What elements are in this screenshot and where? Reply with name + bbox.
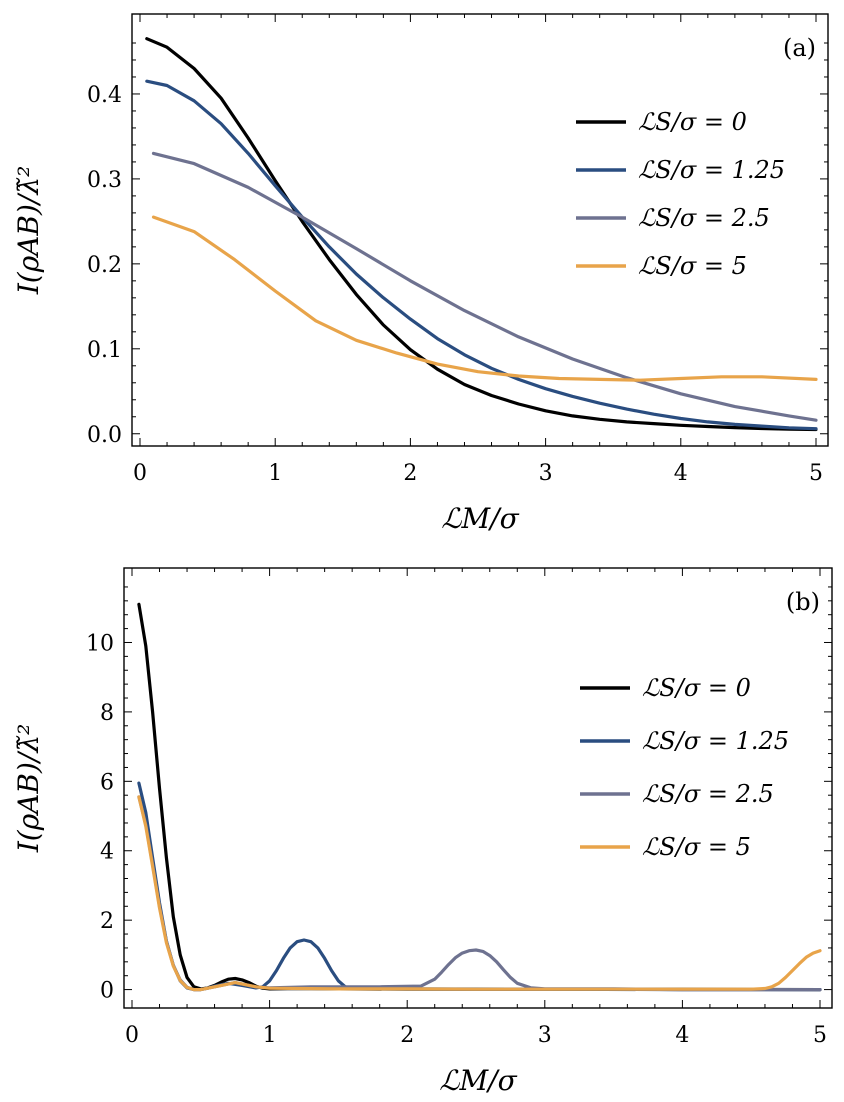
panel-a: 0 1 2 3 4 5 0.0 0.1 0.2 0.3 0.4 ℒM/σ I(ρAB)/λ̃² (a) ℒS…: [12, 13, 829, 535]
x-tick-label: 3: [538, 1023, 552, 1048]
x-axis-label: ℒM/σ: [439, 1064, 517, 1097]
x-tick-label: 4: [675, 1023, 689, 1048]
legend-label-3: ℒS/σ = 5: [638, 252, 747, 280]
series-line-0: [145, 37, 818, 432]
y-tick-label: 2: [100, 909, 114, 934]
series-line-1: [145, 79, 818, 431]
y-tick-label: 6: [100, 770, 114, 795]
y-tick-label: 8: [100, 701, 114, 726]
series-line-2: [137, 795, 822, 992]
x-tick-label: 0: [125, 1023, 139, 1048]
y-tick-label: 0.3: [87, 168, 122, 193]
x-tick-label: 5: [809, 461, 823, 486]
y-tick-label: 0.1: [87, 338, 122, 363]
y-tick-label: 0.4: [87, 83, 122, 108]
legend-label-2: ℒS/σ = 2.5: [642, 780, 774, 808]
panel-tag: (b): [786, 588, 820, 616]
x-tick-label: 1: [263, 1023, 277, 1048]
x-tick-label: 0: [133, 461, 147, 486]
x-tick-label: 2: [403, 461, 417, 486]
y-axis-label: I(ρAB)/λ̃²: [12, 724, 45, 854]
y-tick-label: 0.2: [87, 253, 122, 278]
y-axis-label: I(ρAB)/λ̃²: [12, 166, 45, 296]
legend-label-3: ℒS/σ = 5: [642, 833, 751, 861]
series-line-3: [151, 215, 818, 382]
legend-label-0: ℒS/σ = 0: [638, 108, 747, 136]
x-tick-label: 2: [400, 1023, 414, 1048]
y-tick-label: 0.0: [87, 423, 122, 448]
legend-label-1: ℒS/σ = 1.25: [642, 727, 789, 755]
x-tick-label: 1: [268, 461, 282, 486]
y-tick-label: 0: [100, 979, 114, 1004]
y-tick-label: 10: [86, 631, 114, 656]
y-tick-label: 4: [100, 840, 114, 865]
x-tick-label: 3: [539, 461, 553, 486]
legend-label-1: ℒS/σ = 1.25: [638, 156, 785, 184]
x-tick-label: 5: [813, 1023, 827, 1048]
x-axis-label: ℒM/σ: [441, 502, 519, 535]
series-line-2: [151, 151, 818, 422]
x-tick-label: 4: [674, 461, 688, 486]
panel-tag: (a): [783, 34, 816, 62]
legend-label-0: ℒS/σ = 0: [642, 674, 751, 702]
series-line-3: [137, 795, 822, 992]
series-line-1: [137, 781, 822, 992]
panel-b: 0 1 2 3 4 5 0 2 4 6 8 10 ℒM/σ I(ρAB)/λ̃² (b) ℒS/σ = 0 ℒS…: [12, 567, 833, 1097]
plot-frame: [123, 567, 833, 1009]
legend-label-2: ℒS/σ = 2.5: [638, 204, 770, 232]
